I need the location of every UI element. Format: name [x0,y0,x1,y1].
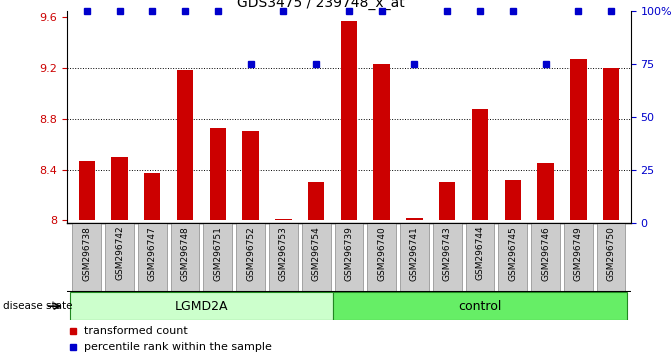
Text: GSM296753: GSM296753 [279,226,288,281]
Bar [79,161,95,221]
Bar [70,292,333,320]
Bar [341,21,357,221]
Bar [531,223,560,292]
Title: GDS3475 / 239748_x_at: GDS3475 / 239748_x_at [237,0,405,10]
Text: GSM296747: GSM296747 [148,226,157,280]
Bar [406,218,423,221]
Bar [302,223,331,292]
Bar [603,68,619,221]
Bar [335,223,363,292]
Bar [111,157,127,221]
Text: GSM296743: GSM296743 [443,226,452,280]
Bar [144,173,160,221]
Bar [269,223,298,292]
Text: GSM296738: GSM296738 [83,226,91,281]
Bar [308,182,324,221]
Bar [374,64,390,221]
Text: GSM296749: GSM296749 [574,226,583,280]
Bar [597,223,625,292]
Bar [564,223,592,292]
Text: GSM296745: GSM296745 [508,226,517,280]
Bar [105,223,134,292]
Text: GSM296748: GSM296748 [180,226,190,280]
Text: GSM296741: GSM296741 [410,226,419,280]
Text: GSM296746: GSM296746 [541,226,550,280]
Text: GSM296740: GSM296740 [377,226,386,280]
Bar [209,128,226,221]
Bar [177,70,193,221]
Bar [439,182,456,221]
Text: GSM296744: GSM296744 [476,226,484,280]
Text: GSM296752: GSM296752 [246,226,255,280]
Bar [505,180,521,221]
Text: GSM296751: GSM296751 [213,226,222,281]
Bar [275,219,292,221]
Bar [203,223,232,292]
Bar [170,223,199,292]
Bar [570,59,586,221]
Bar [333,292,627,320]
Text: GSM296754: GSM296754 [311,226,321,280]
Bar [400,223,429,292]
Bar [537,163,554,221]
Bar [499,223,527,292]
Bar [72,223,101,292]
Text: transformed count: transformed count [84,326,188,336]
Bar [466,223,495,292]
Bar [367,223,396,292]
Bar [433,223,462,292]
Bar [236,223,265,292]
Text: control: control [458,300,502,313]
Bar [138,223,166,292]
Bar [242,131,259,221]
Text: GSM296750: GSM296750 [607,226,615,281]
Text: percentile rank within the sample: percentile rank within the sample [84,342,272,352]
Bar [472,109,488,221]
Text: GSM296742: GSM296742 [115,226,124,280]
Text: LGMD2A: LGMD2A [174,300,228,313]
Text: GSM296739: GSM296739 [344,226,354,281]
Text: disease state: disease state [3,301,73,311]
